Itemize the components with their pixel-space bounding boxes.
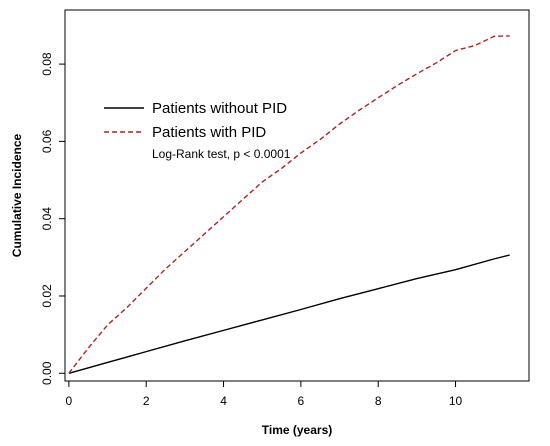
series-layer [68,35,510,374]
y-axis: 0.00 0.02 0.04 0.06 0.08 [40,52,65,385]
log-rank-annotation: Log-Rank test, p < 0.0001 [152,147,291,161]
legend-label-0: Patients without PID [152,100,287,117]
series-line-1 [68,35,510,374]
x-tick-label: 6 [298,394,305,408]
x-axis: 0 2 4 6 8 10 [66,381,463,408]
y-tick-label: 0.04 [40,207,54,231]
x-axis-title: Time (years) [262,423,332,437]
x-tick-label: 4 [220,394,227,408]
y-tick-label: 0.08 [40,52,54,76]
y-tick-label: 0.06 [40,129,54,153]
plot-frame [64,9,530,382]
x-tick-label: 2 [143,394,150,408]
x-tick-label: 0 [66,394,73,408]
y-axis-title: Cumulative Incidence [10,133,24,257]
legend: Patients without PID Patients with PID [104,100,287,141]
x-tick-label: 10 [449,394,463,408]
x-tick-label: 8 [375,394,382,408]
y-tick-label: 0.00 [40,361,54,385]
y-tick-label: 0.02 [40,284,54,308]
series-line-0 [68,254,510,374]
legend-label-1: Patients with PID [152,124,266,141]
